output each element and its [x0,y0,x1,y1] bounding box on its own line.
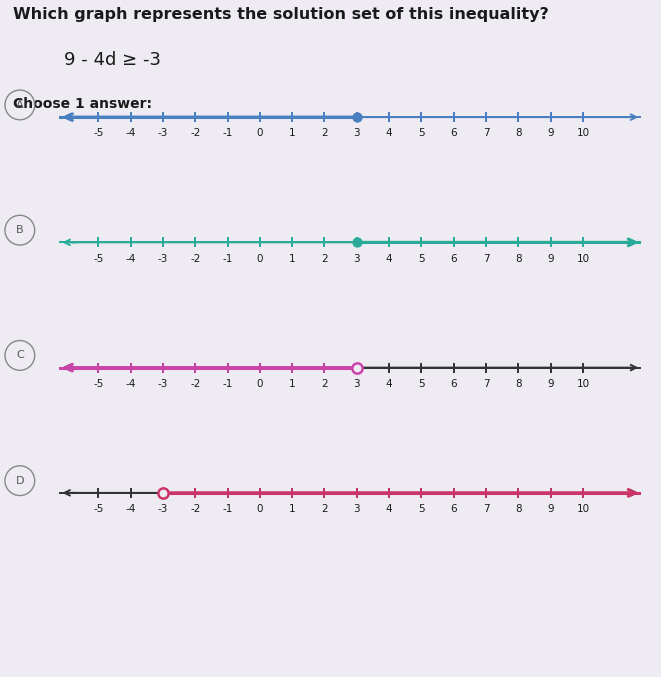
Text: Choose 1 answer:: Choose 1 answer: [13,97,152,110]
Text: 6: 6 [450,379,457,389]
Text: -5: -5 [93,379,104,389]
Text: 8: 8 [515,504,522,515]
Text: 7: 7 [483,254,489,264]
Text: -3: -3 [158,129,168,139]
Text: 7: 7 [483,129,489,139]
Text: -4: -4 [126,504,136,515]
Text: 9: 9 [547,504,554,515]
Text: -4: -4 [126,379,136,389]
Text: 8: 8 [515,254,522,264]
Text: 2: 2 [321,504,328,515]
Text: -4: -4 [126,254,136,264]
Text: -3: -3 [158,379,168,389]
Point [352,362,362,373]
Text: 5: 5 [418,504,425,515]
Text: B: B [16,225,24,235]
Point [352,112,362,123]
Text: -2: -2 [190,254,200,264]
Text: 1: 1 [289,379,295,389]
Text: 5: 5 [418,379,425,389]
Text: 2: 2 [321,379,328,389]
Text: 1: 1 [289,504,295,515]
Text: 4: 4 [386,379,393,389]
Text: 8: 8 [515,129,522,139]
Text: 10: 10 [576,129,590,139]
Text: 4: 4 [386,254,393,264]
Text: 3: 3 [354,379,360,389]
Text: -5: -5 [93,504,104,515]
Text: -2: -2 [190,379,200,389]
Text: 0: 0 [256,379,263,389]
Text: 5: 5 [418,254,425,264]
Text: 4: 4 [386,129,393,139]
Text: 3: 3 [354,504,360,515]
Text: -3: -3 [158,504,168,515]
Text: 8: 8 [515,379,522,389]
Text: D: D [16,476,24,485]
Text: 6: 6 [450,129,457,139]
Point [352,237,362,248]
Text: 5: 5 [418,129,425,139]
Text: -5: -5 [93,254,104,264]
Text: -1: -1 [222,254,233,264]
Text: 1: 1 [289,254,295,264]
Text: 0: 0 [256,129,263,139]
Text: 7: 7 [483,379,489,389]
Text: 9: 9 [547,129,554,139]
Text: 3: 3 [354,129,360,139]
Text: 10: 10 [576,254,590,264]
Text: 10: 10 [576,504,590,515]
Text: 9: 9 [547,379,554,389]
Text: -2: -2 [190,504,200,515]
Text: 2: 2 [321,254,328,264]
Text: 0: 0 [256,504,263,515]
Text: 3: 3 [354,254,360,264]
Text: Which graph represents the solution set of this inequality?: Which graph represents the solution set … [13,7,549,22]
Text: -5: -5 [93,129,104,139]
Text: 10: 10 [576,379,590,389]
Text: 0: 0 [256,254,263,264]
Text: 9 - 4d ≥ -3: 9 - 4d ≥ -3 [64,51,161,68]
Text: -1: -1 [222,379,233,389]
Text: -1: -1 [222,504,233,515]
Text: 1: 1 [289,129,295,139]
Point [157,487,168,498]
Text: C: C [16,351,24,360]
Text: -3: -3 [158,254,168,264]
Text: 4: 4 [386,504,393,515]
Text: -4: -4 [126,129,136,139]
Text: -1: -1 [222,129,233,139]
Text: 6: 6 [450,254,457,264]
Text: -2: -2 [190,129,200,139]
Text: 9: 9 [547,254,554,264]
Text: 6: 6 [450,504,457,515]
Text: 2: 2 [321,129,328,139]
Text: 7: 7 [483,504,489,515]
Text: A: A [16,100,24,110]
